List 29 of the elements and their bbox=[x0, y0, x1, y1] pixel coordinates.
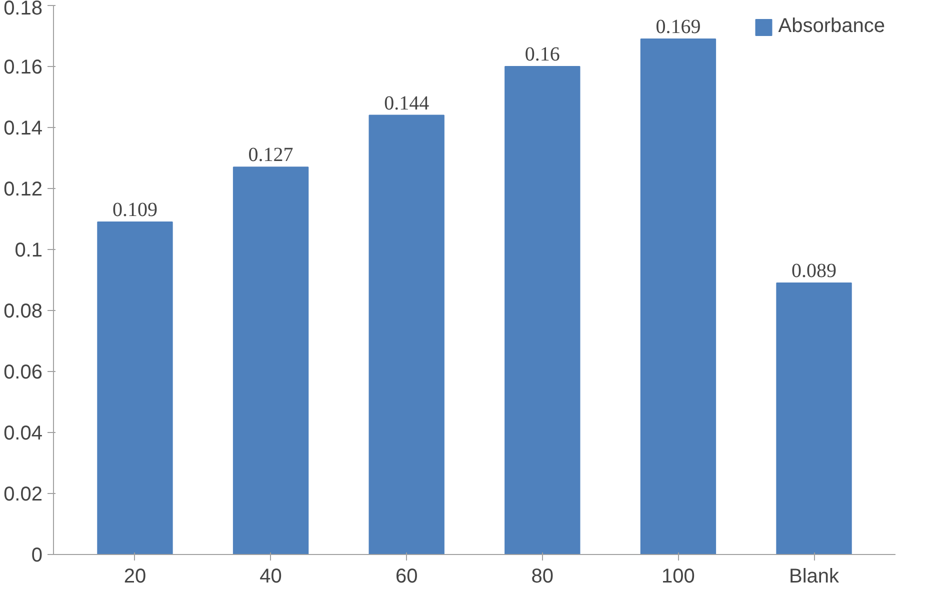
y-tick-label: 0.18 bbox=[4, 0, 43, 20]
bar bbox=[97, 222, 173, 554]
y-tick-label: 0.04 bbox=[4, 422, 43, 444]
data-label: 0.144 bbox=[384, 92, 430, 114]
legend-label: Absorbance bbox=[778, 15, 885, 38]
data-label: 0.169 bbox=[656, 16, 701, 38]
y-tick-label: 0.1 bbox=[14, 240, 43, 262]
x-tick-label: 60 bbox=[395, 566, 418, 588]
data-label: 0.127 bbox=[248, 144, 294, 166]
y-tick-label: 0.16 bbox=[4, 56, 43, 78]
y-tick-label: 0.14 bbox=[4, 118, 43, 140]
y-tick-label: 0 bbox=[31, 544, 42, 566]
bar bbox=[776, 282, 852, 554]
data-label: 0.089 bbox=[792, 260, 837, 282]
bar bbox=[368, 114, 444, 554]
x-tick-label: Blank bbox=[789, 566, 840, 588]
y-tick-label: 0.08 bbox=[4, 300, 43, 322]
data-label: 0.109 bbox=[112, 199, 158, 222]
bar bbox=[232, 166, 309, 554]
x-tick-label: 100 bbox=[662, 566, 695, 588]
y-tick-label: 0.12 bbox=[4, 178, 43, 200]
x-tick-label: 80 bbox=[531, 566, 554, 588]
y-tick-label: 0.02 bbox=[4, 484, 43, 506]
x-tick-label: 20 bbox=[124, 566, 146, 588]
bar bbox=[640, 38, 716, 554]
y-tick-label: 0.06 bbox=[4, 362, 43, 384]
data-label: 0.16 bbox=[524, 44, 560, 66]
bar bbox=[504, 66, 580, 554]
x-tick-label: 40 bbox=[260, 566, 282, 588]
